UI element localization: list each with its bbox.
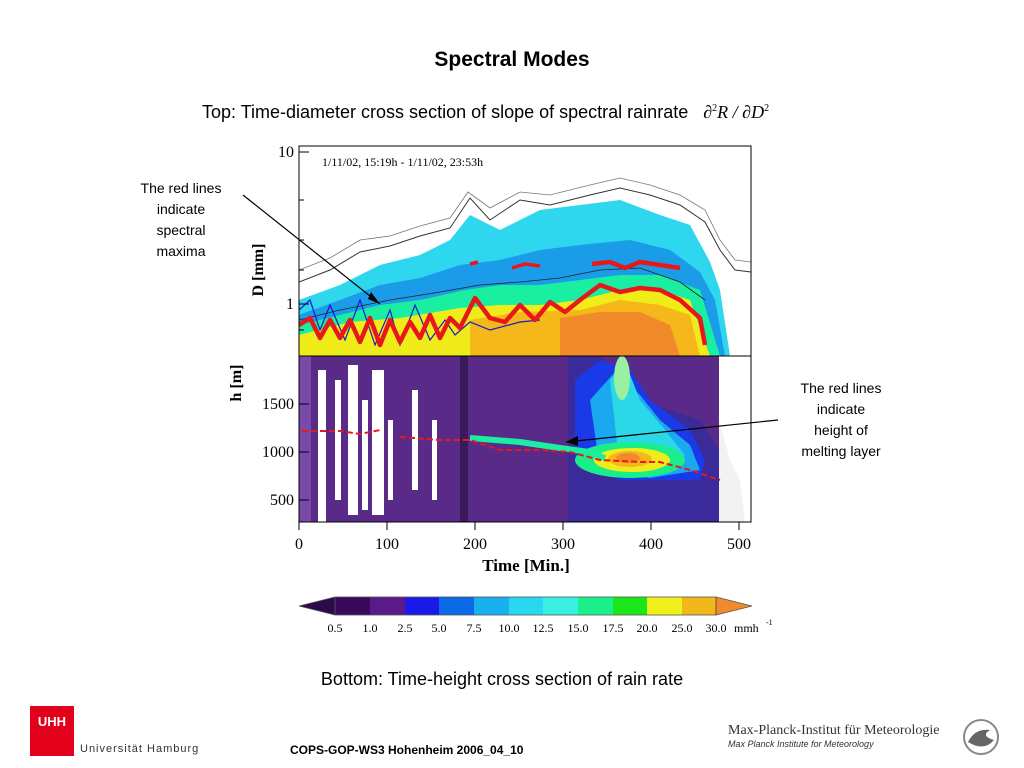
colorbar-label: 25.0 [672,621,693,635]
colorbar-label: 30.0 [706,621,727,635]
colorbar: 0.5 1.0 2.5 5.0 7.5 10.0 12.5 15.0 17.5 … [298,596,773,635]
x-tick-label: 200 [463,536,487,553]
colorbar-label: 15.0 [568,621,589,635]
bottom-panel-field [299,356,751,522]
bottom-ytick-label: 500 [270,492,294,509]
uhh-logo-mark: UHH [37,714,67,729]
colorbar-label: 10.0 [499,621,520,635]
mpi-name: Max-Planck-Institut für Meteorologie [728,723,940,738]
footer-text: COPS-GOP-WS3 Hohenheim 2006_04_10 [290,743,524,757]
colorbar-label: 12.5 [533,621,554,635]
colorbar-unit-exponent: -1 [766,618,773,627]
top-ytick-label: 1 [286,296,294,313]
slope-formula: ∂2R / ∂D2 [703,102,770,122]
date-range-label: 1/11/02, 15:19h - 1/11/02, 23:53h [322,155,483,169]
colorbar-unit: mmh [734,621,759,635]
x-tick-label: 0 [295,536,303,553]
slide-title: Spectral Modes [434,48,590,71]
top-panel-field [299,177,751,356]
mpi-logo-mark [963,719,999,755]
subtitle-text: Top: Time-diameter cross section of slop… [202,102,689,122]
mpi-subname: Max Planck Institute for Meteorology [728,739,874,749]
colorbar-label: 5.0 [432,621,447,635]
colorbar-label: 7.5 [467,621,482,635]
uhh-name: Universität Hamburg [80,743,200,755]
bottom-ytick-label: 1500 [262,396,294,413]
top-ytick-label: 10 [278,144,294,161]
bottom-panel-ylabel: h [m] [228,365,245,402]
x-tick-label: 100 [375,536,399,553]
x-tick-label: 300 [551,536,575,553]
x-tick-label: 400 [639,536,663,553]
colorbar-label: 1.0 [363,621,378,635]
slide-subtitle: Top: Time-diameter cross section of slop… [202,102,769,123]
colorbar-label: 0.5 [328,621,343,635]
annotation-spectral-maxima: The red lines indicate spectral maxima [140,180,222,259]
annotation-melting-layer: The red lines indicate height of melting… [800,380,882,459]
bottom-caption: Bottom: Time-height cross section of rai… [320,669,684,689]
top-panel-ylabel: D [mm] [250,244,267,297]
colorbar-label: 17.5 [603,621,624,635]
colorbar-label: 20.0 [637,621,658,635]
uhh-logo: UHH [30,706,74,756]
x-axis-label: Time [Min.] [482,556,570,575]
bottom-ytick-label: 1000 [262,444,294,461]
colorbar-label: 2.5 [398,621,413,635]
x-tick-label: 500 [727,536,751,553]
